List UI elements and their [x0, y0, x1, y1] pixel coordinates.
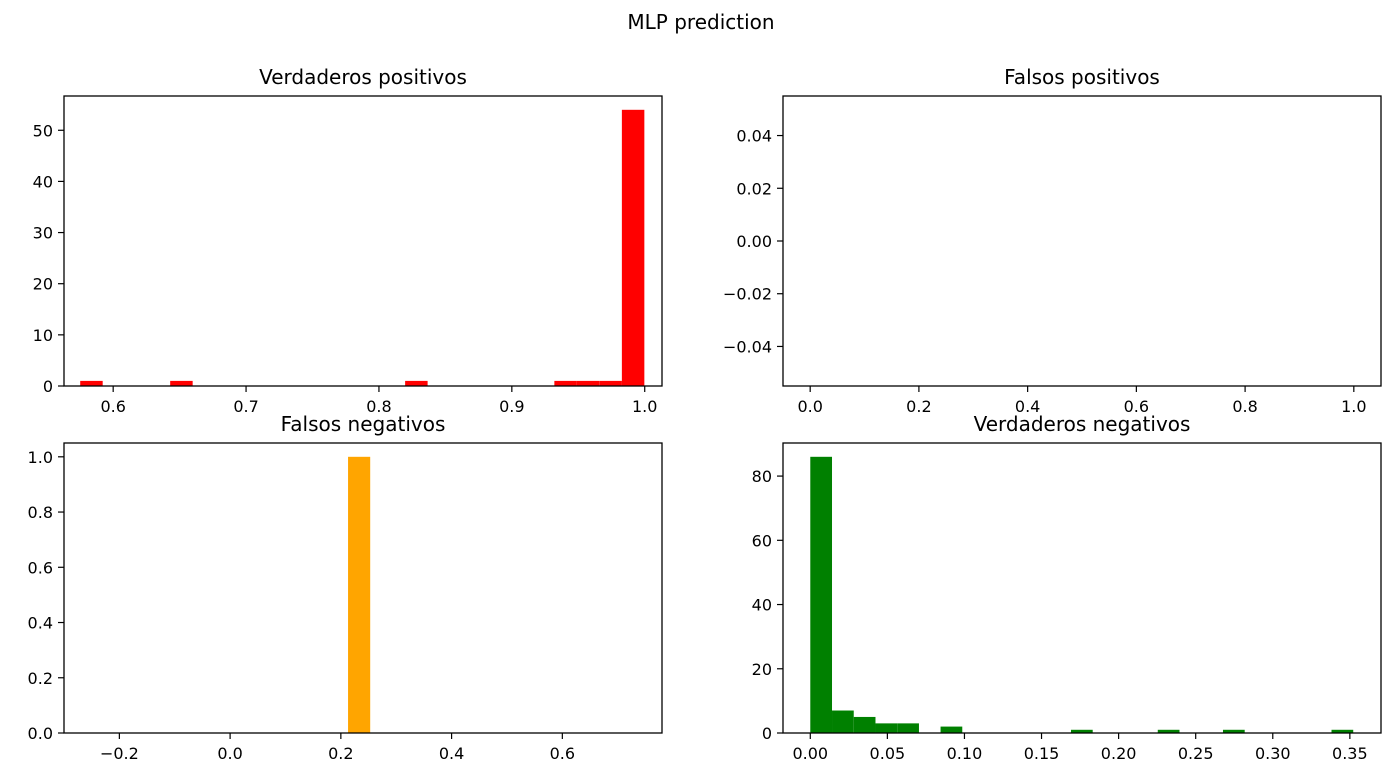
y-tick-label: −0.02 [723, 285, 772, 304]
x-tick-label: 0.4 [1015, 397, 1040, 416]
y-tick-label: 60 [752, 531, 772, 550]
y-tick-label: 20 [33, 275, 53, 294]
plot-area: −0.2 0.0 0.2 0.4 0.6 0.0 0.2 0.4 0.6 0.8 1.0 [28, 448, 576, 763]
plot-area: 0.00 0.05 0.10 0.15 0.20 0.25 0.30 0.35 0 20 40 60 8… [752, 456, 1368, 763]
histogram-bar [875, 723, 898, 733]
figure-title: MLP prediction [627, 10, 774, 34]
x-tick-label: 0.9 [499, 397, 524, 416]
plot-area: 0.6 0.7 0.8 0.9 1.0 0 10 20 30 40 50 [33, 109, 657, 416]
y-tick-label: 80 [752, 467, 772, 486]
x-tick-label: 0.6 [100, 397, 125, 416]
y-tick-label: 0.2 [28, 669, 53, 688]
histogram-bar [853, 716, 876, 733]
x-tick-label: 0.0 [217, 744, 242, 763]
x-tick-label: 0.25 [1178, 744, 1214, 763]
histogram-bar [80, 380, 103, 386]
x-tick-label: 0.00 [792, 744, 828, 763]
subplot-title: Verdaderos positivos [259, 65, 467, 89]
x-tick-label: 0.8 [1232, 397, 1257, 416]
histogram-bar [576, 380, 600, 386]
x-tick-label: 0.30 [1255, 744, 1291, 763]
y-tick-label: 20 [752, 660, 772, 679]
y-tick-label: 0.02 [736, 179, 772, 198]
histogram-bar [897, 723, 919, 733]
x-tick-label: 0.20 [1101, 744, 1137, 763]
plot-area: 0.0 0.2 0.4 0.6 0.8 1.0 −0.04 −0.02 0.00 0.02 0.04 [723, 127, 1367, 416]
axes-frame [782, 442, 1382, 734]
y-tick-label: 30 [33, 224, 53, 243]
histogram-bar [940, 726, 963, 733]
y-tick-label: 40 [33, 172, 53, 191]
y-tick-label: 40 [752, 596, 772, 615]
x-tick-label: 0.7 [233, 397, 258, 416]
x-tick-label: −0.2 [100, 744, 139, 763]
histogram-bar [832, 710, 854, 733]
x-tick-label: 0.8 [366, 397, 391, 416]
subplot-title: Falsos negativos [281, 412, 446, 436]
x-tick-label: 0.6 [1124, 397, 1149, 416]
x-tick-label: 0.2 [328, 744, 353, 763]
x-tick-label: 0.0 [797, 397, 822, 416]
y-tick-label: 1.0 [28, 448, 53, 467]
x-tick-label: 0.35 [1332, 744, 1368, 763]
y-tick-label: 0.4 [28, 614, 53, 633]
subplot-title: Falsos positivos [1004, 65, 1160, 89]
x-tick-label: 0.6 [550, 744, 575, 763]
histogram-bar [170, 380, 193, 386]
subplot-verdaderos-positivos: Verdaderos positivos 0.6 0.7 0.8 0.9 1.0 0 10 2… [33, 65, 663, 416]
y-tick-label: 0.8 [28, 503, 53, 522]
subplot-falsos-negativos: Falsos negativos −0.2 0.0 0.2 0.4 0.6 0.0 0.2 0… [28, 412, 663, 763]
y-tick-label: 0 [43, 377, 53, 396]
histogram-bar [1070, 729, 1093, 733]
histogram-bar [348, 456, 371, 733]
y-tick-label: −0.04 [723, 337, 772, 356]
x-tick-label: 0.15 [1024, 744, 1060, 763]
histogram-bar [1331, 729, 1354, 733]
axes-frame [782, 95, 1382, 387]
subplot-title: Verdaderos negativos [974, 412, 1191, 436]
x-tick-label: 0.2 [906, 397, 931, 416]
x-tick-label: 1.0 [632, 397, 657, 416]
x-tick-label: 0.10 [947, 744, 983, 763]
x-tick-label: 0.05 [870, 744, 906, 763]
histogram-bar [810, 456, 833, 733]
subplot-falsos-positivos: Falsos positivos 0.0 0.2 0.4 0.6 0.8 1.0 −0.04… [723, 65, 1382, 416]
y-tick-label: 10 [33, 326, 53, 345]
histogram-bar [621, 109, 645, 386]
x-tick-label: 0.4 [439, 744, 464, 763]
x-tick-label: 1.0 [1341, 397, 1366, 416]
histogram-bar [1157, 729, 1180, 733]
histogram-bar [554, 380, 577, 386]
y-tick-label: 0.04 [736, 127, 772, 146]
histogram-bar [405, 380, 428, 386]
y-tick-label: 50 [33, 121, 53, 140]
axes-frame [63, 442, 663, 734]
y-tick-label: 0.00 [736, 232, 772, 251]
axes-frame [63, 95, 663, 387]
y-tick-label: 0.0 [28, 724, 53, 743]
y-tick-label: 0.6 [28, 558, 53, 577]
histogram-bar [1222, 729, 1245, 733]
subplot-verdaderos-negativos: Verdaderos negativos 0.00 0.05 0.10 0.15 0.2… [752, 412, 1382, 763]
histogram-bar [599, 380, 622, 386]
y-tick-label: 0 [762, 724, 772, 743]
